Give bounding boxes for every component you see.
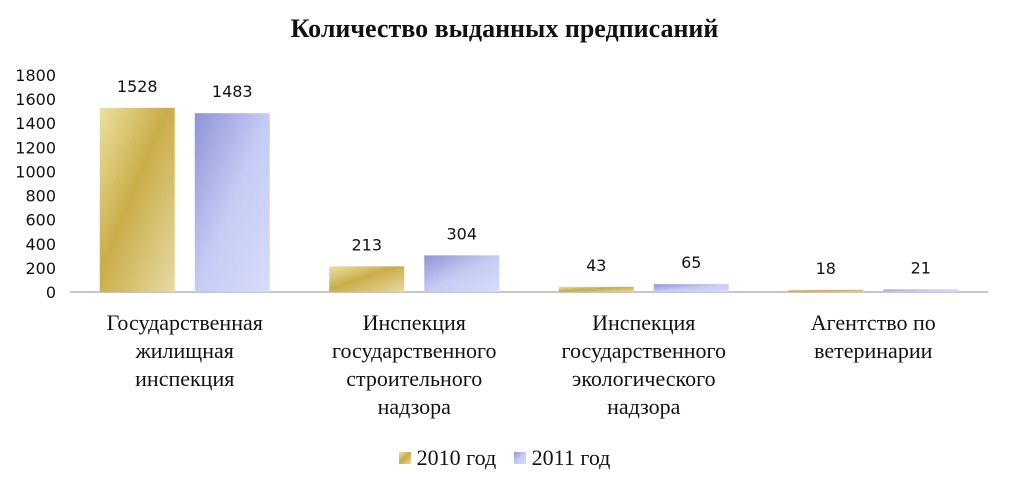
bar-2011-0 — [194, 113, 270, 292]
data-label: 43 — [586, 256, 606, 275]
legend-swatch-2011 — [513, 452, 526, 464]
data-labels: 1528 1483 213 304 43 65 18 21 — [117, 77, 931, 278]
legend-swatch-2010 — [398, 452, 411, 464]
bar-2011-3 — [883, 289, 959, 292]
category-label-3: Агентство по ветеринарии — [811, 310, 936, 363]
legend-item-2010: 2010 год — [398, 445, 497, 471]
chart-title: Количество выданных предписаний — [290, 14, 719, 43]
data-label: 65 — [681, 253, 701, 272]
data-label: 1483 — [212, 82, 253, 101]
y-tick-label: 1200 — [15, 138, 56, 157]
bar-2010-2 — [558, 286, 634, 292]
data-label: 304 — [446, 224, 477, 243]
category-label-line: жилищная — [135, 338, 234, 363]
y-tick-label: 600 — [25, 211, 56, 230]
bar-2010-0 — [99, 107, 175, 293]
category-label-1: Инспекция государственного строительного на… — [332, 310, 497, 419]
category-label-line: Инспекция — [592, 310, 695, 335]
bar-2011-1 — [424, 255, 500, 292]
bar-2010-3 — [788, 289, 864, 292]
y-tick-label: 1600 — [15, 90, 56, 109]
legend: 2010 год 2011 год — [0, 444, 1009, 471]
y-tick-label: 400 — [25, 235, 56, 254]
y-tick-label: 200 — [25, 259, 56, 278]
category-label-line: Инспекция — [363, 310, 466, 335]
y-tick-label: 1400 — [15, 114, 56, 133]
category-labels: Государственная жилищная инспекция Инспекци… — [107, 310, 936, 419]
category-label-line: государственного — [562, 338, 727, 363]
category-label-line: надзора — [378, 394, 452, 419]
legend-item-2011: 2011 год — [513, 445, 611, 471]
data-label: 213 — [351, 235, 382, 254]
axes: 0 200 400 600 800 1000 1200 1400 1600 1800 — [15, 66, 988, 302]
category-label-line: строительного — [346, 366, 482, 391]
bar-2011-2 — [653, 284, 729, 292]
category-label-line: надзора — [607, 394, 681, 419]
category-label-0: Государственная жилищная инспекция — [107, 310, 263, 391]
y-tick-label: 0 — [46, 283, 56, 302]
category-label-line: экологического — [572, 366, 716, 391]
data-label: 21 — [911, 258, 931, 277]
data-label: 18 — [816, 259, 836, 278]
category-label-line: Агентство по — [811, 310, 936, 335]
y-tick-label: 1800 — [15, 66, 56, 85]
category-label-line: государственного — [332, 338, 497, 363]
y-tick-label: 800 — [25, 187, 56, 206]
category-label-line: инспекция — [135, 366, 234, 391]
legend-label-2011: 2011 год — [531, 445, 611, 470]
category-label-line: ветеринарии — [814, 338, 932, 363]
data-label: 1528 — [117, 77, 158, 96]
bars — [99, 107, 959, 293]
category-label-2: Инспекция государственного экологического н… — [562, 310, 727, 419]
y-tick-label: 1000 — [15, 162, 56, 181]
category-label-line: Государственная — [107, 310, 263, 335]
legend-label-2010: 2010 год — [416, 445, 497, 470]
bar-2010-1 — [329, 266, 405, 292]
